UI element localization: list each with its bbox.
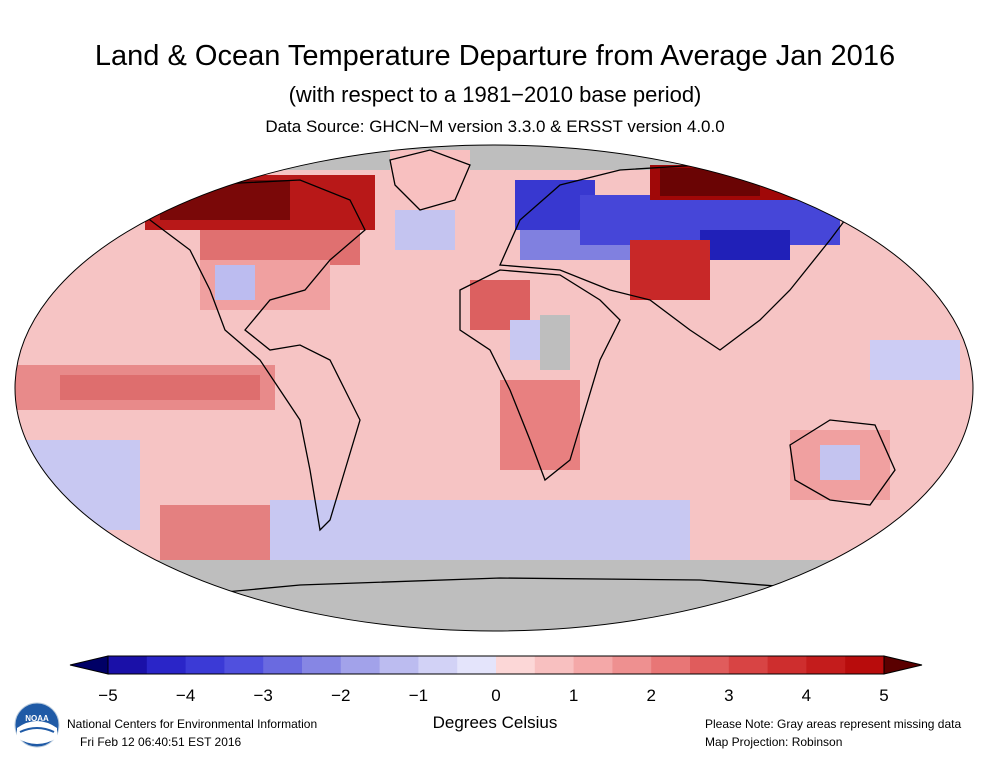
colorbar-tick-label: 3	[724, 686, 734, 705]
colorbar-swatch	[573, 656, 613, 674]
colorbar-tick-label: −2	[331, 686, 351, 705]
africa-coast	[459, 269, 621, 482]
colorbar-swatch	[496, 656, 536, 674]
americas-coast	[139, 179, 366, 532]
colorbar-swatch	[845, 656, 885, 674]
colorbar-swatch	[224, 656, 264, 674]
australia-coast	[789, 419, 896, 506]
colorbar-tick-label: 0	[491, 686, 501, 705]
south-atlantic-cool	[270, 500, 690, 560]
eurasia-coast	[499, 164, 862, 351]
map-subtitle: (with respect to a 1981−2010 base period…	[288, 82, 702, 107]
colorbar-swatch	[767, 656, 807, 674]
colorbar-tick-label: 5	[879, 686, 889, 705]
timestamp: Fri Feb 12 06:40:51 EST 2016	[80, 735, 242, 749]
projection-note: Map Projection: Robinson	[705, 735, 843, 749]
southeast-pacific-cool	[15, 440, 140, 530]
data-source: Data Source: GHCN−M version 3.3.0 & ERSS…	[265, 117, 725, 136]
noaa-logo: NOAA	[14, 702, 60, 748]
colorbar-swatch	[340, 656, 381, 674]
colorbar-swatch	[651, 656, 691, 674]
colorbar	[69, 655, 923, 675]
org-name: National Centers for Environmental Infor…	[67, 717, 318, 731]
colorbar-tick-label: −3	[253, 686, 273, 705]
colorbar-low-arrow	[69, 655, 109, 675]
antarctica-missing	[15, 560, 973, 631]
colorbar-tick-label: 2	[646, 686, 656, 705]
arctic-missing	[15, 145, 973, 170]
missing-data-note: Please Note: Gray areas represent missin…	[705, 717, 962, 731]
greenland-coast	[389, 149, 471, 211]
colorbar-tick-label: 4	[801, 686, 812, 705]
colorbar-tick-label: −4	[175, 686, 196, 705]
colorbar-swatch	[302, 656, 342, 674]
colorbar-swatch	[108, 656, 148, 674]
noaa-logo-text: NOAA	[25, 714, 49, 723]
colorbar-swatch	[728, 656, 769, 674]
colorbar-swatch	[185, 656, 225, 674]
colorbar-tick-label: −5	[98, 686, 118, 705]
globe-outline	[14, 144, 974, 632]
anomaly-map	[15, 145, 973, 631]
colorbar-swatch	[379, 656, 419, 674]
colorbar-swatch	[418, 656, 458, 674]
colorbar-tick-label: −1	[408, 686, 429, 705]
colorbar-swatch	[263, 656, 303, 674]
colorbar-swatch	[690, 656, 730, 674]
colorbar-high-arrow	[883, 655, 923, 675]
colorbar-swatch	[534, 656, 575, 674]
colorbar-swatch	[806, 656, 846, 674]
colorbar-swatch	[146, 656, 187, 674]
colorbar-units: Degrees Celsius	[432, 713, 558, 732]
north-atlantic-cool	[395, 210, 455, 250]
map-title: Land & Ocean Temperature Departure from …	[94, 40, 896, 72]
colorbar-frame	[107, 655, 885, 675]
colorbar-swatch	[457, 656, 497, 674]
colorbar-tick-label: 1	[568, 686, 579, 705]
colorbar-swatch	[612, 656, 652, 674]
central-asia-warm	[630, 240, 710, 300]
